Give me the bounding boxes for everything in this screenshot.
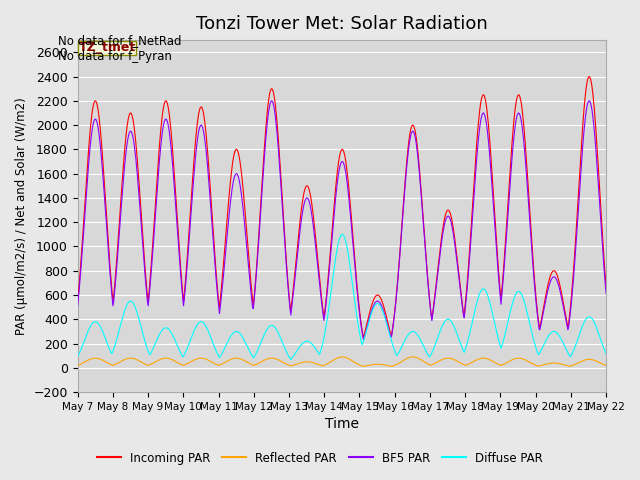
Y-axis label: PAR (μmol/m2/s) / Net and Solar (W/m2): PAR (μmol/m2/s) / Net and Solar (W/m2)	[15, 97, 28, 335]
Legend: 	[78, 41, 136, 55]
Legend: Incoming PAR, Reflected PAR, BF5 PAR, Diffuse PAR: Incoming PAR, Reflected PAR, BF5 PAR, Di…	[92, 447, 548, 469]
Title: Tonzi Tower Met: Solar Radiation: Tonzi Tower Met: Solar Radiation	[196, 15, 488, 33]
X-axis label: Time: Time	[325, 418, 359, 432]
Text: No data for f_Pyran: No data for f_Pyran	[58, 50, 172, 63]
Text: No data for f_NetRad: No data for f_NetRad	[58, 34, 181, 47]
